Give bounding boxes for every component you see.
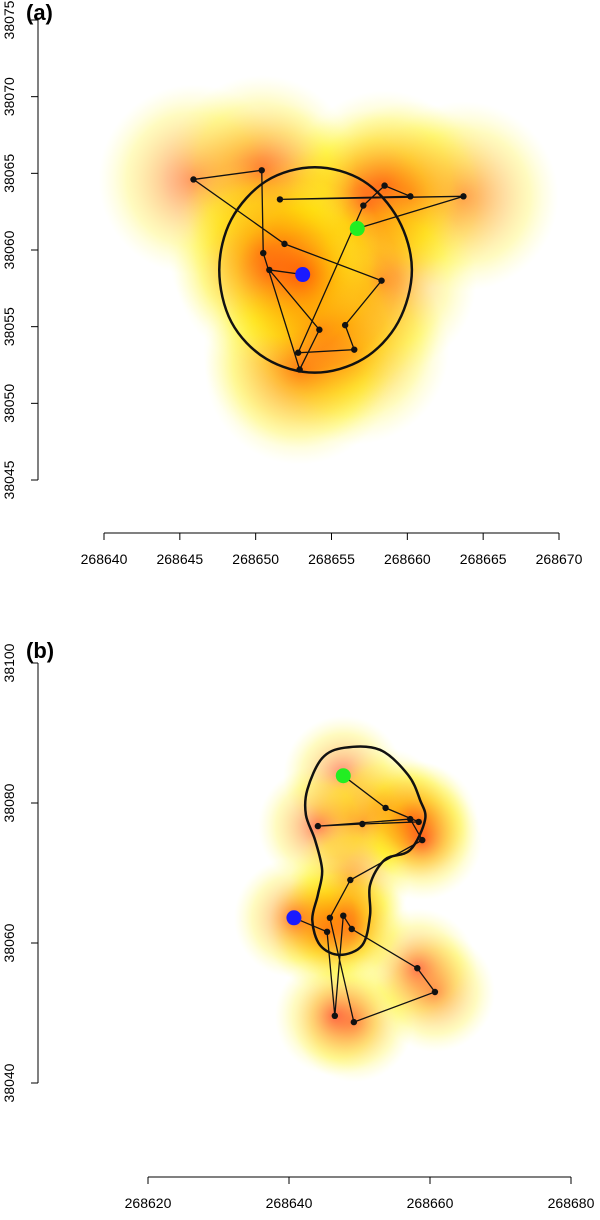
contour — [303, 745, 427, 957]
track-point — [314, 822, 322, 830]
x-tick-label: 268680 — [548, 1195, 595, 1211]
y-tick-label: 38040 — [1, 1063, 17, 1102]
x-tick-label: 268660 — [384, 551, 431, 567]
track-point — [323, 928, 331, 935]
track-point — [296, 366, 303, 373]
start-point — [349, 221, 365, 237]
y-tick-label: 38075 — [1, 0, 17, 39]
end-point — [295, 267, 311, 283]
track-point — [347, 876, 354, 884]
track-point — [340, 912, 347, 919]
track-point — [407, 815, 414, 823]
x-tick-label: 268650 — [232, 551, 279, 567]
track-point — [326, 914, 334, 921]
y-tick-label: 38060 — [1, 923, 17, 962]
start-point — [335, 768, 351, 784]
end-point — [286, 910, 302, 926]
track-point — [190, 176, 197, 183]
x-tick-label: 268640 — [266, 1195, 313, 1211]
track-point — [266, 266, 273, 274]
track-point — [460, 193, 467, 200]
track-point — [414, 965, 421, 972]
track-point — [350, 1018, 358, 1026]
track-point — [407, 193, 414, 200]
track-point — [316, 326, 323, 333]
track-point — [341, 321, 349, 329]
y-tick-label: 38065 — [1, 154, 17, 193]
y-tick-label: 38050 — [1, 384, 17, 423]
track-point — [348, 925, 355, 933]
contour — [218, 165, 414, 374]
y-tick-label: 38055 — [1, 307, 17, 346]
track-point — [260, 249, 267, 257]
y-tick-label: 38045 — [1, 460, 17, 499]
y-tick-label: 38060 — [1, 230, 17, 269]
track-point — [331, 1012, 339, 1019]
y-tick-label: 38100 — [1, 643, 17, 682]
y-tick-label: 38070 — [1, 77, 17, 116]
track-point — [419, 836, 426, 844]
panel-title: (b) — [26, 638, 54, 663]
track-line — [191, 169, 464, 372]
track-point — [294, 349, 302, 356]
panel-title: (a) — [26, 0, 53, 25]
track-point — [360, 202, 367, 209]
density-surface — [98, 75, 559, 465]
track-point — [415, 818, 422, 826]
track-point — [382, 804, 389, 812]
x-tick-label: 268655 — [308, 551, 355, 567]
track-point — [359, 820, 366, 828]
track-point — [281, 240, 288, 248]
x-tick-label: 268645 — [156, 551, 203, 567]
x-tick-label: 268640 — [81, 551, 128, 567]
x-tick-label: 268670 — [536, 551, 583, 567]
density-surface — [233, 715, 495, 1083]
x-tick-label: 268660 — [407, 1195, 454, 1211]
track-point — [276, 196, 284, 203]
track-point — [351, 346, 358, 353]
x-tick-label: 268665 — [460, 551, 507, 567]
y-tick-label: 38080 — [1, 783, 17, 822]
track-point — [378, 277, 385, 284]
track-point — [381, 182, 388, 189]
track-point — [258, 167, 265, 174]
x-tick-label: 268620 — [125, 1195, 172, 1211]
track-point — [431, 988, 439, 996]
